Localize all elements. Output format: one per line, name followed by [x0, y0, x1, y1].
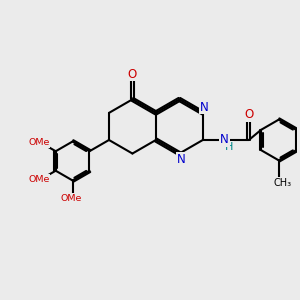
Text: OMe: OMe [28, 138, 50, 147]
Text: N: N [220, 134, 229, 146]
Text: O: O [128, 68, 137, 80]
Text: H: H [225, 142, 234, 152]
Text: O: O [244, 108, 254, 121]
Text: CH₃: CH₃ [273, 178, 291, 188]
Text: N: N [200, 100, 209, 113]
Text: OMe: OMe [28, 175, 50, 184]
Text: OMe: OMe [60, 194, 82, 202]
Text: N: N [176, 153, 185, 166]
